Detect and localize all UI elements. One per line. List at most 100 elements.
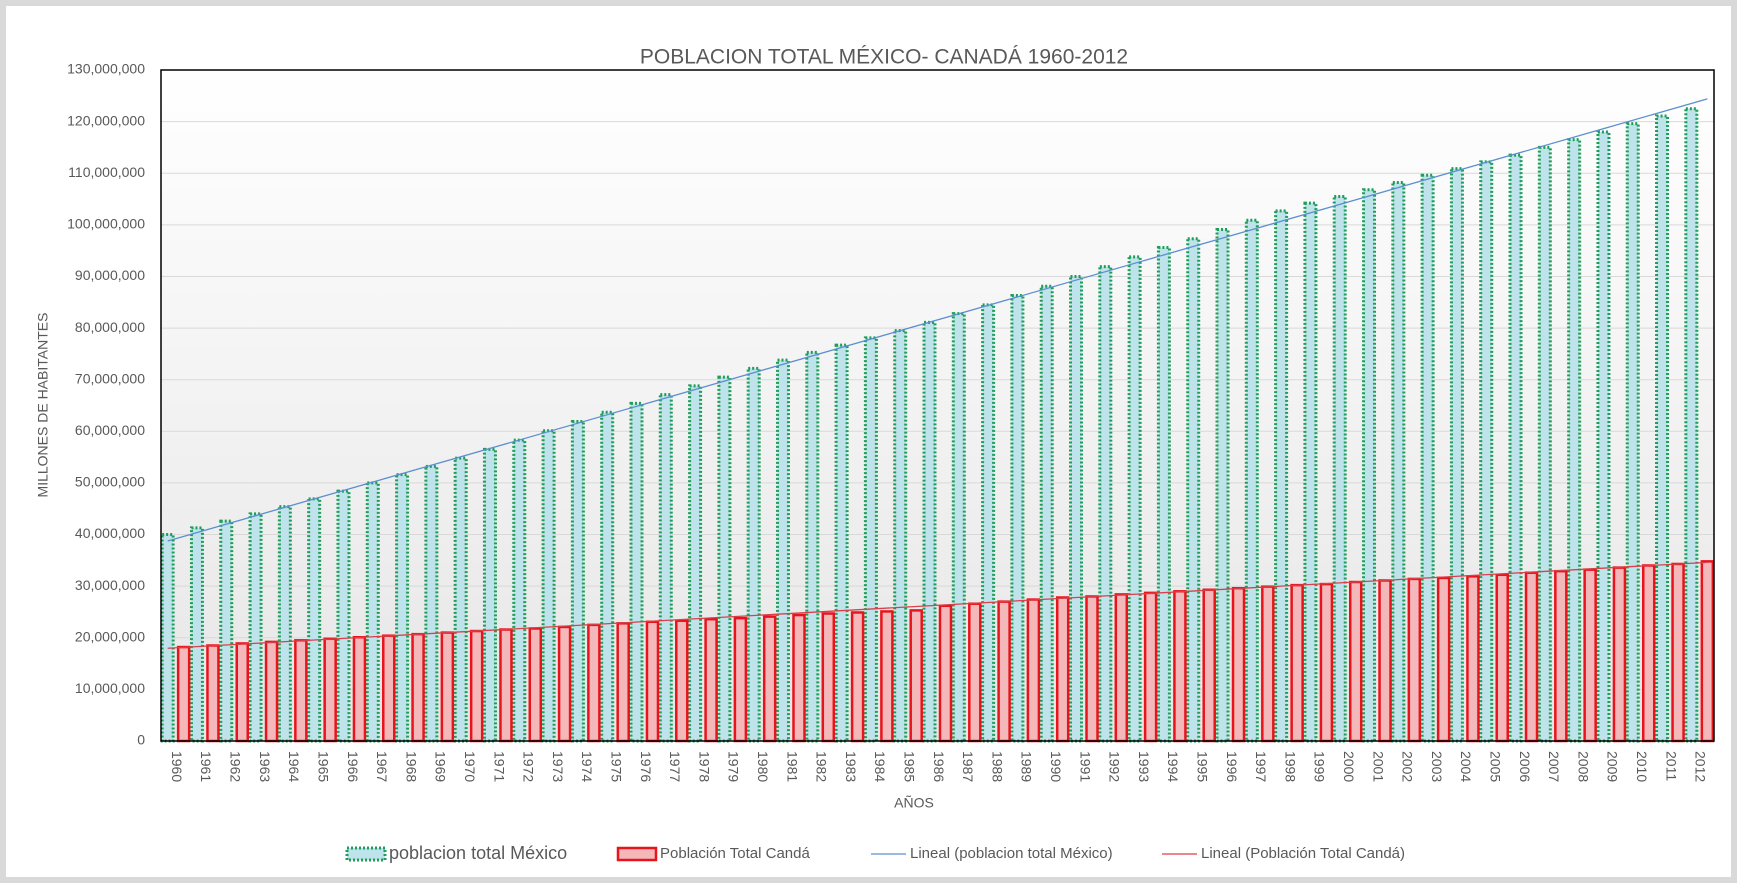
bar: [997, 600, 1011, 743]
bar: [570, 420, 585, 743]
bar: [1479, 160, 1494, 743]
x-tick-label: 1998: [1282, 751, 1298, 782]
x-tick-label: 1984: [872, 751, 888, 782]
legend-swatch: [616, 846, 658, 862]
bar: [1215, 227, 1230, 743]
bar: [587, 623, 601, 743]
bar: [219, 519, 234, 743]
bar: [1625, 122, 1640, 743]
bar: [704, 617, 718, 743]
bar: [834, 343, 849, 743]
x-axis-label: AÑOS: [894, 795, 934, 811]
bar: [1684, 107, 1699, 743]
x-tick-label: 2005: [1488, 751, 1504, 782]
x-tick-label: 1976: [638, 751, 654, 782]
bar: [1114, 593, 1129, 743]
bar: [160, 533, 175, 743]
bar: [1391, 181, 1406, 743]
y-tick-label: 30,000,000: [75, 577, 145, 593]
y-tick-label: 110,000,000: [68, 164, 145, 180]
x-tick-label: 1983: [843, 751, 859, 782]
bar: [499, 628, 513, 743]
bar: [1156, 246, 1171, 743]
bar: [1612, 566, 1627, 743]
bar: [792, 613, 806, 743]
bar: [440, 631, 455, 743]
bar: [189, 526, 204, 743]
bar: [805, 350, 820, 743]
x-tick-label: 1993: [1136, 751, 1152, 782]
legend-swatch: [345, 846, 387, 862]
x-tick-label: 2000: [1341, 751, 1357, 782]
bar: [1319, 582, 1334, 743]
bar: [294, 639, 308, 743]
bar: [1261, 585, 1275, 743]
x-tick-label: 2008: [1575, 751, 1591, 782]
bar: [821, 612, 836, 743]
bar: [557, 625, 572, 743]
bar: [1567, 138, 1582, 743]
bar: [951, 312, 966, 743]
y-tick-label: 10,000,000: [75, 680, 145, 696]
bar: [1641, 564, 1656, 743]
x-tick-label: 2001: [1370, 751, 1386, 782]
bar: [424, 464, 439, 743]
x-tick-label: 2006: [1517, 751, 1533, 782]
x-tick-label: 1967: [374, 751, 390, 782]
x-tick-label: 1973: [550, 751, 566, 782]
bar: [850, 611, 865, 743]
bar: [1127, 255, 1142, 743]
bar: [1537, 145, 1552, 743]
x-tick-label: 1977: [667, 751, 683, 782]
bar: [1436, 576, 1451, 743]
y-tick-label: 0: [137, 732, 145, 748]
x-tick-label: 2007: [1546, 751, 1562, 782]
bar: [880, 610, 894, 743]
x-tick-label: 1960: [169, 751, 185, 782]
bar: [1010, 294, 1025, 743]
trendline: [167, 98, 1708, 542]
bar: [1202, 588, 1216, 743]
bar: [528, 627, 543, 743]
bar: [1039, 284, 1054, 743]
bar: [600, 410, 615, 743]
x-tick-label: 2009: [1605, 751, 1621, 782]
bar: [1420, 173, 1435, 743]
legend-label: Lineal (poblacion total México): [910, 845, 1113, 862]
bar: [1524, 571, 1539, 743]
bar: [968, 602, 982, 743]
x-tick-label: 1986: [931, 751, 947, 782]
y-tick-label: 70,000,000: [75, 370, 145, 386]
bar: [1098, 265, 1113, 743]
bar: [733, 616, 748, 743]
bar: [248, 512, 263, 743]
bar: [922, 320, 937, 743]
x-tick-label: 1989: [1019, 751, 1035, 782]
bar: [1378, 579, 1392, 743]
bar: [336, 489, 351, 743]
bar: [1508, 153, 1523, 743]
bar: [1274, 209, 1289, 743]
y-axis-label: MILLONES DE HABITANTES: [35, 313, 51, 498]
bar: [277, 505, 292, 743]
bar: [176, 645, 191, 743]
bar: [1554, 569, 1568, 743]
x-tick-label: 2010: [1634, 751, 1650, 782]
x-tick-label: 1968: [403, 751, 419, 782]
x-tick-label: 1962: [228, 751, 244, 782]
x-tick-label: 2012: [1693, 751, 1709, 782]
x-tick-label: 1991: [1077, 751, 1093, 782]
bar: [1362, 188, 1377, 743]
x-tick-label: 1985: [901, 751, 917, 782]
bar: [688, 384, 703, 743]
bar: [365, 481, 380, 743]
x-tick-label: 1963: [257, 751, 273, 782]
bar: [541, 429, 556, 743]
bar: [323, 637, 337, 743]
x-tick-label: 1997: [1253, 751, 1269, 782]
y-tick-label: 120,000,000: [67, 112, 145, 128]
bar: [1231, 586, 1246, 743]
bar: [616, 622, 630, 743]
x-tick-label: 2011: [1663, 751, 1679, 781]
